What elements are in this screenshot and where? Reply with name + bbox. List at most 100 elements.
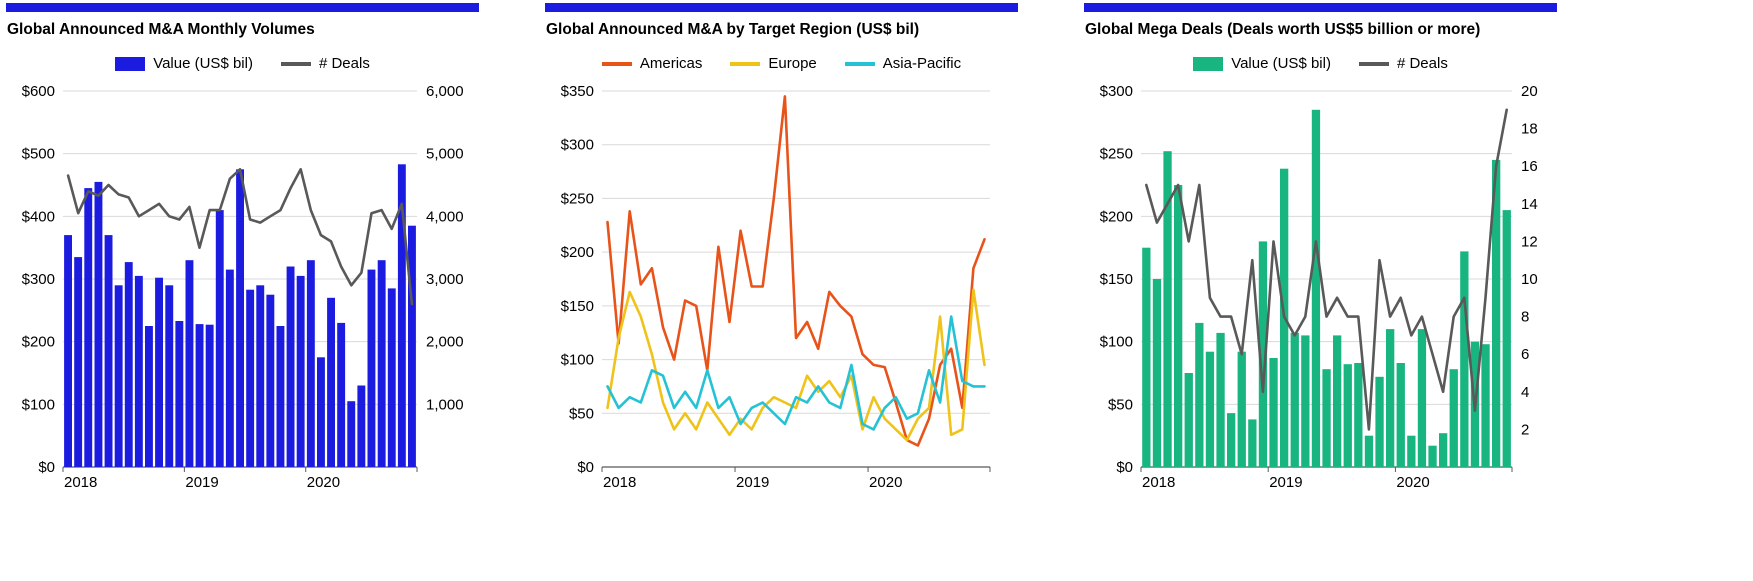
monthly-volumes-chart: $0 $100 $200 $300 $400 $500 $600 1,000 2,000 3,00… — [22, 83, 464, 491]
line-swatch-icon — [1358, 62, 1389, 66]
y-axis-tick-label: $200 — [22, 333, 55, 350]
bar — [377, 260, 386, 467]
line-swatch-icon — [730, 62, 761, 66]
legend-label: Value (US$ bil) — [1231, 55, 1331, 73]
legend-label: Value (US$ bil) — [153, 55, 253, 73]
bar — [256, 285, 265, 467]
bar — [1174, 184, 1183, 467]
bar — [1460, 251, 1469, 467]
line-swatch-icon — [844, 62, 875, 66]
legend-item-europe: Europe — [730, 55, 817, 72]
panel-target-region: Global Announced M&A by Target Region (U… — [545, 3, 1018, 497]
y-axis-tick-label: $0 — [577, 459, 594, 476]
y-axis-tick-label: $50 — [569, 405, 594, 422]
line-swatch-icon — [601, 62, 632, 66]
x-axis-tick-label: 2019 — [185, 474, 218, 491]
y-axis-tick-label: $150 — [561, 298, 594, 315]
y2-axis-tick-label: 4,000 — [426, 208, 464, 225]
bar — [236, 169, 244, 467]
bar — [1163, 151, 1172, 467]
x-axis-tick-label: 2019 — [1269, 474, 1302, 491]
bar-swatch-icon — [115, 56, 146, 71]
series-line — [66, 167, 414, 306]
x-axis-tick-label: 2018 — [603, 474, 636, 491]
bar — [276, 325, 285, 467]
bar — [1449, 369, 1458, 467]
series-line — [606, 315, 986, 431]
bar-swatch-icon — [1193, 56, 1224, 71]
bar — [1258, 241, 1268, 467]
bar — [145, 325, 153, 467]
accent-bar — [6, 3, 479, 12]
bar — [286, 266, 295, 467]
accent-bar — [545, 3, 1018, 12]
x-axis-tick-label: 2020 — [307, 474, 340, 491]
legend-item-value: Value (US$ bil) — [1193, 55, 1331, 72]
legend-item-americas: Americas — [601, 55, 702, 72]
bar — [104, 234, 113, 467]
y-axis-tick-label: $150 — [1100, 271, 1133, 288]
bar — [408, 225, 416, 467]
bar — [1184, 372, 1193, 467]
y-axis-tick-label: $600 — [22, 83, 55, 100]
chart-legend: Americas Europe Asia-Pacific — [545, 53, 1018, 75]
legend-item-value: Value (US$ bil) — [115, 55, 253, 72]
target-region-chart: $0 $50 $100 $150 $200 $250 $300 $350 2018 2019 202… — [561, 83, 991, 491]
y-axis-tick-label: $50 — [1108, 396, 1133, 413]
x-axis-tick-label: 2020 — [869, 474, 902, 491]
y-axis-tick-label: $300 — [1100, 83, 1133, 100]
x-axis-tick-label: 2018 — [64, 474, 97, 491]
bar — [1364, 435, 1374, 467]
bar — [246, 289, 255, 467]
bar — [1248, 419, 1257, 467]
bar — [296, 275, 305, 467]
panel-monthly-volumes: Global Announced M&A Monthly Volumes Val… — [6, 3, 479, 497]
series-line — [1144, 108, 1509, 431]
y2-axis-tick-label: 5,000 — [426, 145, 464, 162]
y2-axis-tick-label: 4 — [1521, 384, 1529, 401]
bar — [64, 234, 72, 467]
bar — [205, 324, 214, 467]
series-line — [606, 288, 986, 442]
accent-bar — [1084, 3, 1557, 12]
y2-axis-tick-label: 20 — [1521, 83, 1538, 100]
legend-label: # Deals — [1396, 55, 1448, 73]
legend-item-asia-pacific: Asia-Pacific — [844, 55, 962, 73]
y2-axis-tick-label: 6,000 — [426, 83, 464, 100]
y2-axis-tick-label: 6 — [1521, 346, 1529, 363]
y-axis-tick-label: $250 — [1100, 145, 1133, 162]
bar — [1481, 344, 1490, 467]
y-axis-tick-label: $300 — [22, 271, 55, 288]
bar — [134, 275, 143, 467]
y2-axis-tick-label: 3,000 — [426, 271, 464, 288]
bar — [1269, 357, 1278, 467]
y2-axis-tick-label: 2 — [1521, 421, 1529, 438]
chart-title: Global Announced M&A by Target Region (U… — [546, 21, 920, 38]
bar — [327, 297, 335, 467]
y-axis-tick-label: $0 — [38, 459, 55, 476]
chart-title: Global Announced M&A Monthly Volumes — [7, 21, 315, 38]
bar — [1492, 159, 1501, 467]
y-axis-tick-label: $200 — [561, 244, 594, 261]
bar — [1301, 335, 1310, 467]
legend-label: Asia-Pacific — [882, 55, 962, 73]
bar — [1354, 362, 1363, 467]
chart-title: Global Mega Deals (Deals worth US$5 bill… — [1085, 21, 1481, 38]
y-axis-tick-label: $250 — [561, 190, 594, 207]
bar — [185, 260, 194, 467]
y-axis-tick-label: $100 — [22, 396, 55, 413]
bar — [397, 164, 406, 467]
bar — [1216, 332, 1225, 467]
chart-legend: Value (US$ bil) # Deals — [1084, 53, 1557, 75]
x-axis-tick-label: 2019 — [736, 474, 769, 491]
bar — [1195, 322, 1204, 467]
bar — [155, 277, 163, 467]
bar — [1227, 412, 1236, 467]
line-swatch-icon — [280, 62, 311, 66]
y-axis-tick-label: $0 — [1116, 459, 1133, 476]
bar — [1386, 328, 1395, 467]
bar — [1205, 351, 1215, 467]
y2-axis-tick-label: 14 — [1521, 196, 1538, 213]
bar — [1237, 351, 1246, 467]
bar — [1375, 376, 1384, 467]
